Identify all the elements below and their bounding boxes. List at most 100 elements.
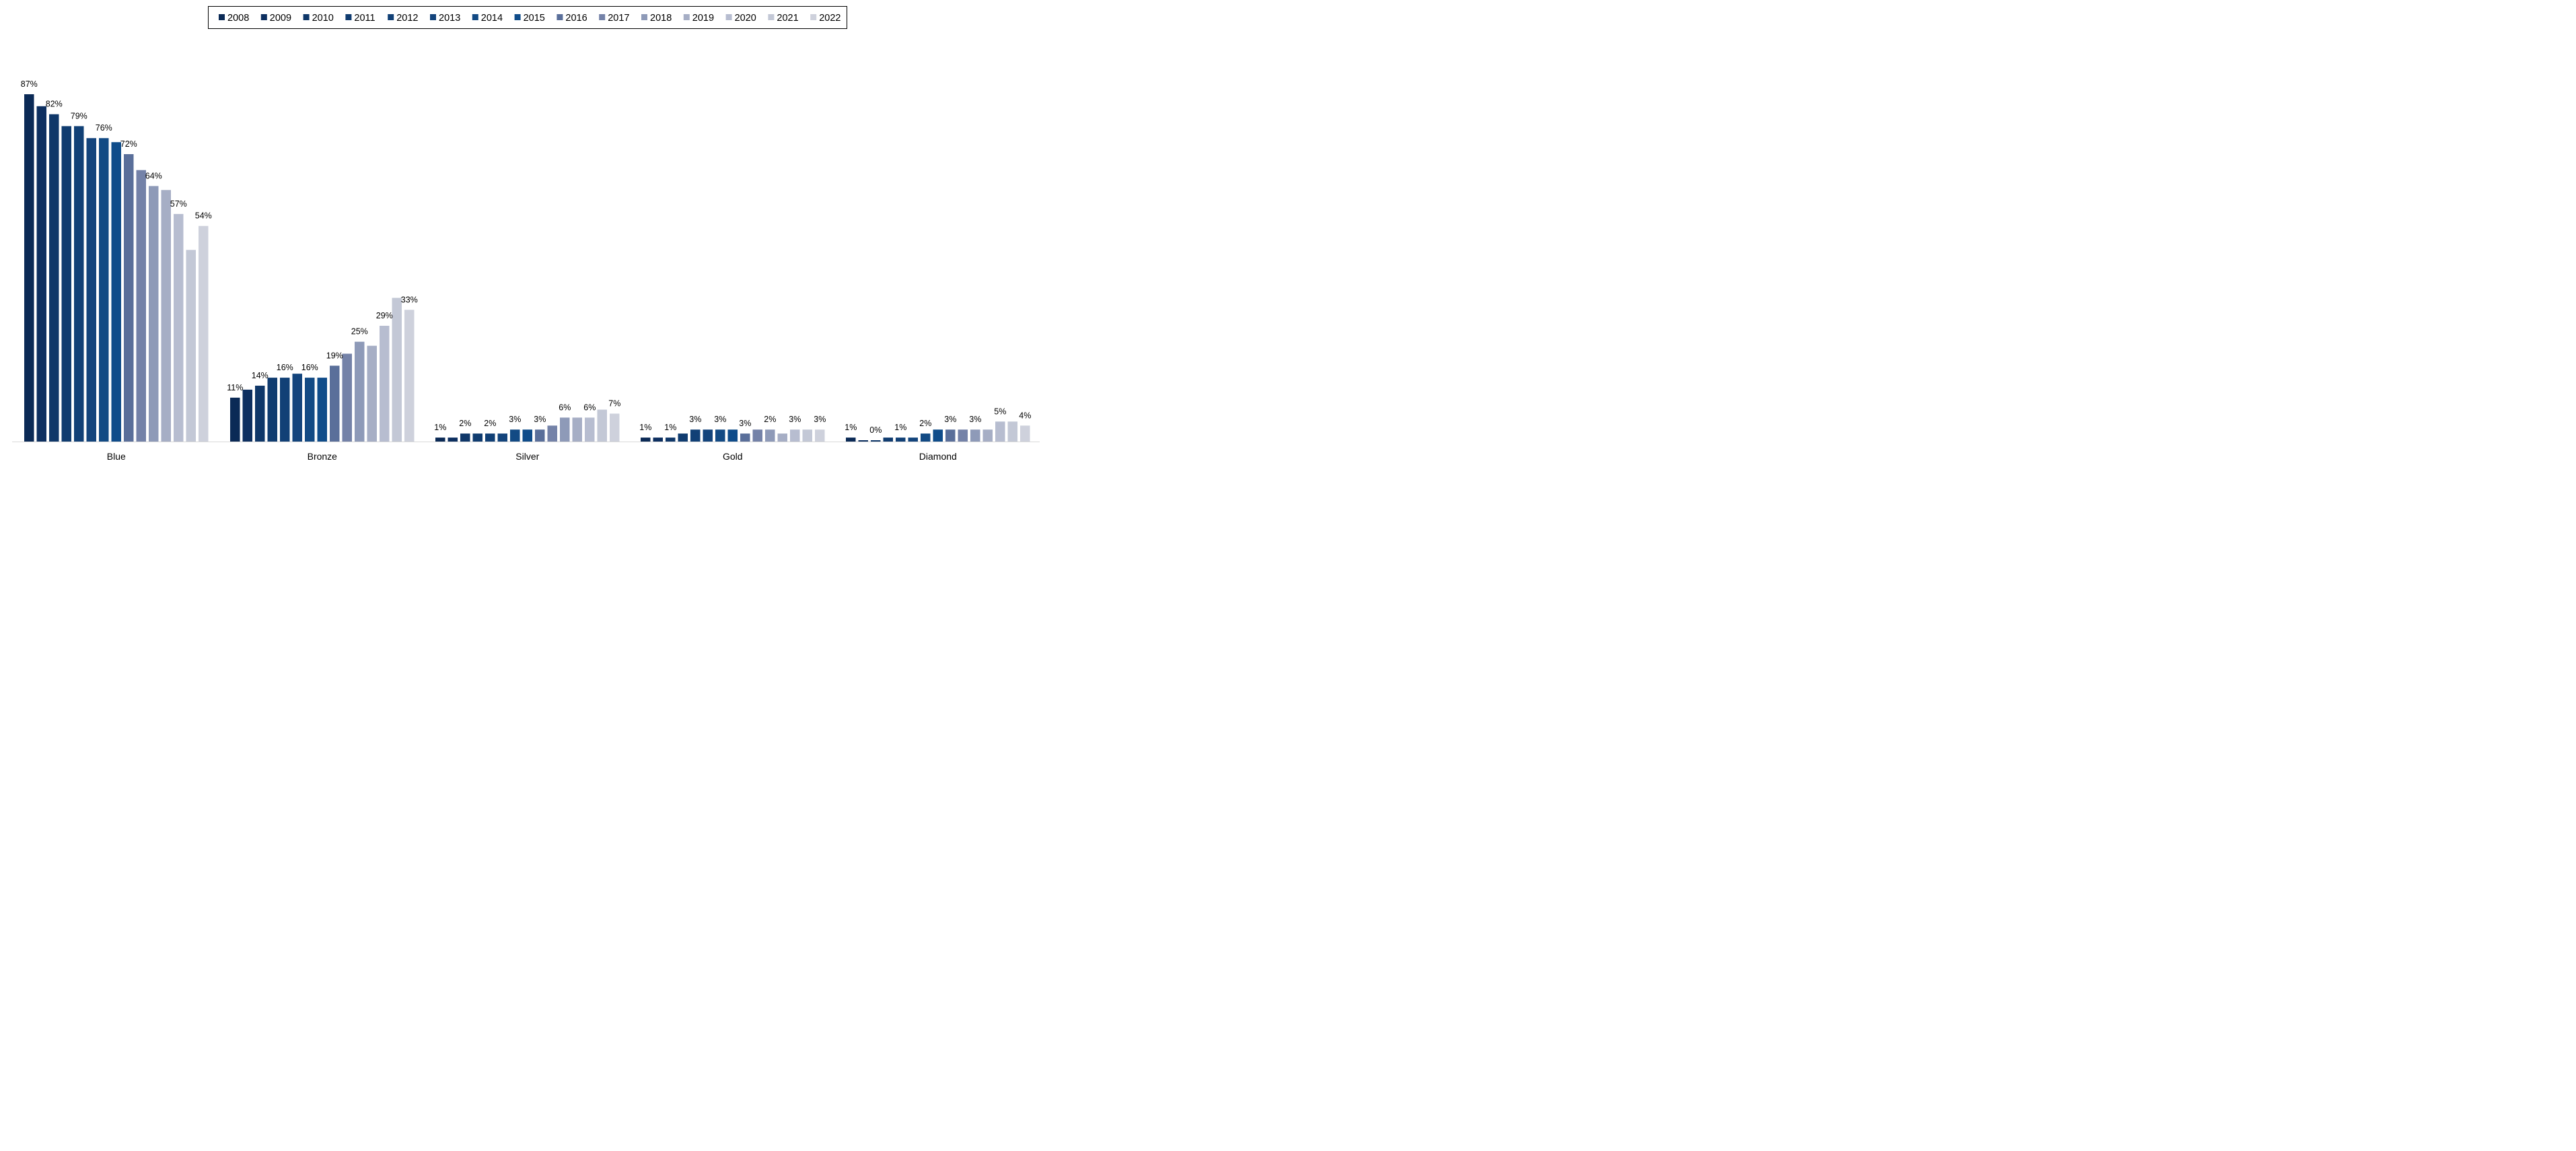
bar-diamond-2022 (1020, 425, 1030, 442)
bar-blue-2016 (124, 154, 134, 442)
legend-swatch-2013 (430, 14, 436, 20)
bar-gold-2017 (752, 429, 762, 442)
data-label-blue-2010: 82% (46, 100, 63, 109)
data-label-silver-2014: 3% (509, 415, 521, 424)
bar-gold-2015 (727, 429, 738, 442)
data-label-blue-2018: 64% (145, 171, 162, 180)
legend-label-2018: 2018 (650, 13, 672, 24)
bar-diamond-2017 (958, 429, 968, 442)
legend-label-2010: 2010 (312, 13, 334, 24)
bar-bronze-2022 (404, 310, 415, 442)
bar-silver-2012 (485, 433, 495, 442)
x-tick-label-bronze: Bronze (308, 451, 338, 462)
data-label-bronze-2014: 16% (301, 363, 318, 372)
bar-gold-2016 (740, 433, 750, 442)
data-label-gold-2022: 3% (814, 415, 826, 424)
data-label-gold-2008: 1% (639, 423, 651, 432)
bar-silver-2010 (460, 433, 470, 442)
legend-label-2013: 2013 (439, 13, 460, 24)
legend-swatch-2020 (725, 14, 732, 20)
bar-bronze-2018 (355, 341, 365, 442)
data-label-silver-2008: 1% (434, 423, 446, 432)
bar-silver-2020 (585, 417, 595, 442)
legend-label-2014: 2014 (481, 13, 503, 24)
legend-swatch-2017 (599, 14, 606, 20)
bar-bronze-2009 (242, 389, 252, 442)
bar-blue-2015 (111, 142, 121, 442)
data-label-diamond-2012: 1% (894, 423, 906, 432)
bar-bronze-2016 (330, 365, 340, 442)
bar-diamond-2021 (1007, 421, 1017, 442)
data-label-diamond-2016: 3% (944, 415, 956, 424)
legend-label-2015: 2015 (524, 13, 545, 24)
bar-blue-2009 (36, 106, 46, 442)
bar-diamond-2010 (871, 440, 881, 442)
bar-gold-2020 (790, 429, 800, 442)
bar-blue-2017 (136, 170, 146, 442)
legend: 2008 2009 2010 2011 2012 2013 2014 2015 2016 2017… (208, 6, 847, 29)
legend-swatch-2021 (768, 14, 775, 20)
bar-bronze-2014 (305, 378, 315, 442)
bar-gold-2013 (703, 429, 713, 442)
legend-swatch-2019 (683, 14, 690, 20)
data-label-bronze-2016: 19% (326, 351, 343, 360)
bar-bronze-2010 (255, 386, 265, 442)
bar-bronze-2019 (367, 345, 377, 442)
bar-gold-2011 (678, 433, 688, 442)
data-label-blue-2016: 72% (120, 139, 137, 149)
data-label-silver-2012: 2% (484, 419, 496, 428)
bar-bronze-2008 (230, 397, 240, 442)
legend-label-2016: 2016 (565, 13, 587, 24)
bar-silver-2009 (448, 438, 458, 442)
bar-silver-2016 (535, 429, 545, 442)
legend-box (208, 6, 847, 29)
bar-blue-2020 (174, 213, 184, 442)
data-label-gold-2018: 2% (764, 415, 776, 424)
bar-diamond-2008 (846, 438, 856, 442)
data-label-silver-2018: 6% (559, 403, 571, 412)
legend-label-2019: 2019 (692, 13, 714, 24)
bar-diamond-2015 (933, 429, 943, 442)
legend-swatch-2018 (641, 14, 647, 20)
bar-bronze-2020 (380, 326, 390, 442)
bar-silver-2015 (522, 429, 532, 442)
legend-label-2020: 2020 (735, 13, 756, 24)
data-labels-layer: 87% 82% 79% 76% 72% 64% 57% 54% 11% 14% 16% 16% 19% 2… (21, 79, 1032, 435)
bar-gold-2009 (653, 438, 663, 442)
legend-label-2022: 2022 (819, 13, 840, 24)
bar-silver-2014 (510, 429, 520, 442)
data-label-blue-2014: 76% (96, 123, 112, 133)
legend-swatch-2016 (557, 14, 563, 20)
data-label-bronze-2020: 29% (376, 311, 393, 320)
data-label-gold-2016: 3% (739, 419, 751, 428)
bar-blue-2018 (149, 186, 159, 442)
data-label-bronze-2022: 33% (401, 295, 418, 304)
bar-blue-2013 (86, 138, 96, 442)
legend-label-2009: 2009 (270, 13, 291, 24)
bar-bronze-2021 (392, 298, 402, 442)
bar-bronze-2013 (292, 374, 302, 442)
bar-diamond-2013 (908, 438, 918, 442)
bar-diamond-2020 (995, 421, 1005, 442)
data-label-diamond-2020: 5% (994, 407, 1006, 416)
legend-swatch-2014 (472, 14, 478, 20)
x-tick-label-silver: Silver (515, 451, 539, 462)
legend-swatch-2009 (260, 14, 267, 20)
data-label-diamond-2022: 4% (1019, 411, 1031, 420)
bar-silver-2017 (547, 425, 557, 442)
legend-label-2021: 2021 (777, 13, 798, 24)
data-label-silver-2022: 7% (608, 399, 620, 409)
legend-swatch-2011 (345, 14, 352, 20)
bar-gold-2010 (666, 438, 676, 442)
bar-diamond-2011 (883, 438, 893, 442)
bar-diamond-2012 (896, 438, 906, 442)
legend-swatch-2012 (388, 14, 394, 20)
bar-gold-2018 (765, 429, 775, 442)
bar-silver-2011 (472, 433, 482, 442)
legend-swatch-2022 (810, 14, 817, 20)
data-label-silver-2010: 2% (459, 419, 471, 428)
legend-label-2008: 2008 (227, 13, 249, 24)
bar-diamond-2019 (982, 429, 993, 442)
legend-swatch-2008 (219, 14, 225, 20)
bar-gold-2008 (641, 438, 651, 442)
